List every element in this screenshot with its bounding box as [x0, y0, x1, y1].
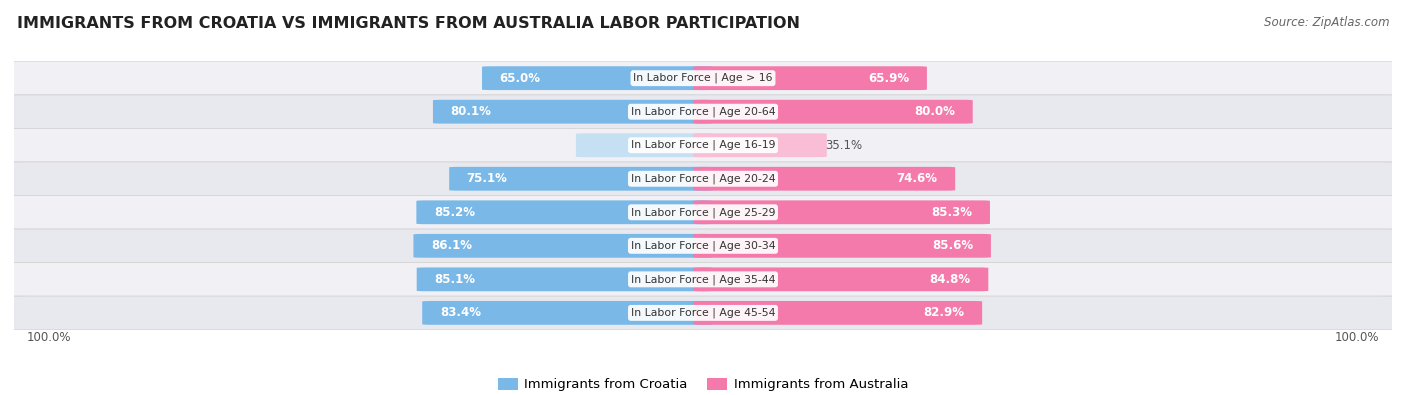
- FancyBboxPatch shape: [693, 234, 991, 258]
- FancyBboxPatch shape: [1, 128, 1405, 162]
- FancyBboxPatch shape: [1, 296, 1405, 330]
- Text: 80.1%: 80.1%: [450, 105, 491, 118]
- FancyBboxPatch shape: [693, 100, 973, 124]
- Text: In Labor Force | Age 35-44: In Labor Force | Age 35-44: [631, 274, 775, 285]
- Text: 83.4%: 83.4%: [440, 307, 481, 320]
- Text: In Labor Force | Age 16-19: In Labor Force | Age 16-19: [631, 140, 775, 150]
- Text: IMMIGRANTS FROM CROATIA VS IMMIGRANTS FROM AUSTRALIA LABOR PARTICIPATION: IMMIGRANTS FROM CROATIA VS IMMIGRANTS FR…: [17, 16, 800, 31]
- FancyBboxPatch shape: [1, 61, 1405, 95]
- Text: 36.1%: 36.1%: [658, 139, 695, 152]
- FancyBboxPatch shape: [693, 200, 990, 224]
- Text: 100.0%: 100.0%: [27, 331, 72, 344]
- FancyBboxPatch shape: [416, 200, 713, 224]
- Text: 84.8%: 84.8%: [929, 273, 970, 286]
- FancyBboxPatch shape: [1, 196, 1405, 229]
- FancyBboxPatch shape: [1, 95, 1405, 128]
- FancyBboxPatch shape: [693, 167, 955, 191]
- FancyBboxPatch shape: [416, 267, 713, 291]
- Text: 74.6%: 74.6%: [897, 172, 938, 185]
- Text: In Labor Force | Age 20-24: In Labor Force | Age 20-24: [631, 173, 775, 184]
- FancyBboxPatch shape: [693, 134, 827, 157]
- FancyBboxPatch shape: [1, 229, 1405, 263]
- FancyBboxPatch shape: [693, 301, 983, 325]
- Text: 35.1%: 35.1%: [825, 139, 862, 152]
- FancyBboxPatch shape: [413, 234, 713, 258]
- Text: In Labor Force | Age 45-54: In Labor Force | Age 45-54: [631, 308, 775, 318]
- FancyBboxPatch shape: [693, 267, 988, 291]
- FancyBboxPatch shape: [1, 263, 1405, 296]
- Text: 85.1%: 85.1%: [434, 273, 475, 286]
- FancyBboxPatch shape: [449, 167, 713, 191]
- Text: 80.0%: 80.0%: [914, 105, 955, 118]
- FancyBboxPatch shape: [693, 66, 927, 90]
- Legend: Immigrants from Croatia, Immigrants from Australia: Immigrants from Croatia, Immigrants from…: [492, 372, 914, 395]
- Text: 86.1%: 86.1%: [432, 239, 472, 252]
- Text: 85.2%: 85.2%: [434, 206, 475, 219]
- Text: In Labor Force | Age 30-34: In Labor Force | Age 30-34: [631, 241, 775, 251]
- Text: 75.1%: 75.1%: [467, 172, 508, 185]
- Text: 65.9%: 65.9%: [869, 71, 910, 85]
- FancyBboxPatch shape: [482, 66, 713, 90]
- Text: Source: ZipAtlas.com: Source: ZipAtlas.com: [1264, 16, 1389, 29]
- FancyBboxPatch shape: [576, 134, 713, 157]
- Text: 85.6%: 85.6%: [932, 239, 973, 252]
- Text: In Labor Force | Age > 16: In Labor Force | Age > 16: [633, 73, 773, 83]
- Text: In Labor Force | Age 20-64: In Labor Force | Age 20-64: [631, 106, 775, 117]
- Text: In Labor Force | Age 25-29: In Labor Force | Age 25-29: [631, 207, 775, 218]
- FancyBboxPatch shape: [1, 162, 1405, 196]
- Text: 85.3%: 85.3%: [931, 206, 973, 219]
- Text: 100.0%: 100.0%: [1334, 331, 1379, 344]
- Text: 65.0%: 65.0%: [499, 71, 540, 85]
- FancyBboxPatch shape: [422, 301, 713, 325]
- Text: 82.9%: 82.9%: [924, 307, 965, 320]
- FancyBboxPatch shape: [433, 100, 713, 124]
